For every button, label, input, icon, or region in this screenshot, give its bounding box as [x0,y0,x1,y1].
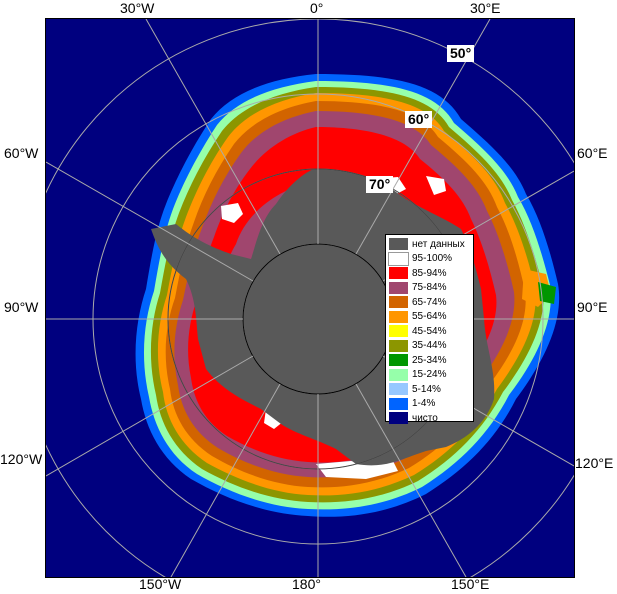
meridian-150e [355,383,467,577]
legend-item: 65-74% [389,295,470,310]
lat-label-60: 60° [405,111,433,128]
legend-label: 95-100% [412,253,453,265]
legend-swatch [389,325,408,338]
legend-item: чисто [389,411,470,426]
lat-label-70: 70° [366,176,394,193]
legend-item: 95-100% [388,251,470,267]
meridian-120w [46,355,254,477]
legend-item: 75-84% [389,281,470,296]
legend-label: 55-64% [412,311,447,323]
legend-item: нет данных [389,237,470,252]
legend-label: 15-24% [412,369,447,381]
lat-label-50: 50° [447,45,475,62]
label-150e-bottom: 150°E [451,576,490,592]
legend-item: 5-14% [389,382,470,397]
legend-label: 65-74% [412,296,447,308]
polar-stereographic-map [46,19,574,577]
label-120e-right: 120°E [575,455,614,471]
legend-label: 35-44% [412,340,447,352]
legend-item: 45-54% [389,324,470,339]
meridian-150w [170,383,281,577]
legend-swatch [389,383,408,396]
legend-swatch [389,281,408,294]
legend-label: 5-14% [412,383,441,395]
legend-swatch [389,412,408,425]
label-120w-left: 120°W [0,451,43,467]
label-60w-left: 60°W [4,145,39,161]
legend-swatch [389,310,408,323]
legend-label: 85-94% [412,267,447,279]
label-60e-right: 60°E [577,145,608,161]
legend-swatch [389,397,408,410]
legend-item: 15-24% [389,368,470,383]
legend-label: 1-4% [412,398,436,410]
meridian-60w [46,161,254,282]
legend-label: нет данных [412,238,465,250]
legend-swatch [389,296,408,309]
legend-item: 35-44% [389,339,470,354]
ice-patch-white-6 [316,457,398,479]
legend: нет данных 95-100% 85-94% 75-84% 65-74% 55-64… [385,234,474,425]
ice-patch-white-3 [426,176,446,195]
legend-item: 55-64% [389,310,470,325]
legend-label: 45-54% [412,325,447,337]
legend-swatch [389,267,408,280]
label-0-top: 0° [310,0,324,16]
label-30e-top: 30°E [470,0,501,16]
label-30w-top: 30°W [120,0,155,16]
legend-swatch [389,354,408,367]
legend-label: 25-34% [412,354,447,366]
legend-label: 75-84% [412,282,447,294]
label-180-bottom: 180° [292,576,321,592]
label-150w-bottom: 150°W [139,576,182,592]
legend-swatch [389,368,408,381]
legend-swatch [389,339,408,352]
legend-item: 85-94% [389,266,470,281]
legend-item: 25-34% [389,353,470,368]
sea-ice-concentration-map: 50° 60° 70° нет данных 95-100% 85-94% 75-84… [45,18,575,578]
legend-swatch [389,238,408,251]
legend-swatch [388,251,409,266]
legend-item: 1-4% [389,397,470,412]
meridian-30w [145,19,281,255]
label-90w-left: 90°W [4,299,39,315]
ice-patch-white-1 [221,203,243,223]
label-90e-right: 90°E [577,299,608,315]
legend-label: чисто [412,412,438,424]
